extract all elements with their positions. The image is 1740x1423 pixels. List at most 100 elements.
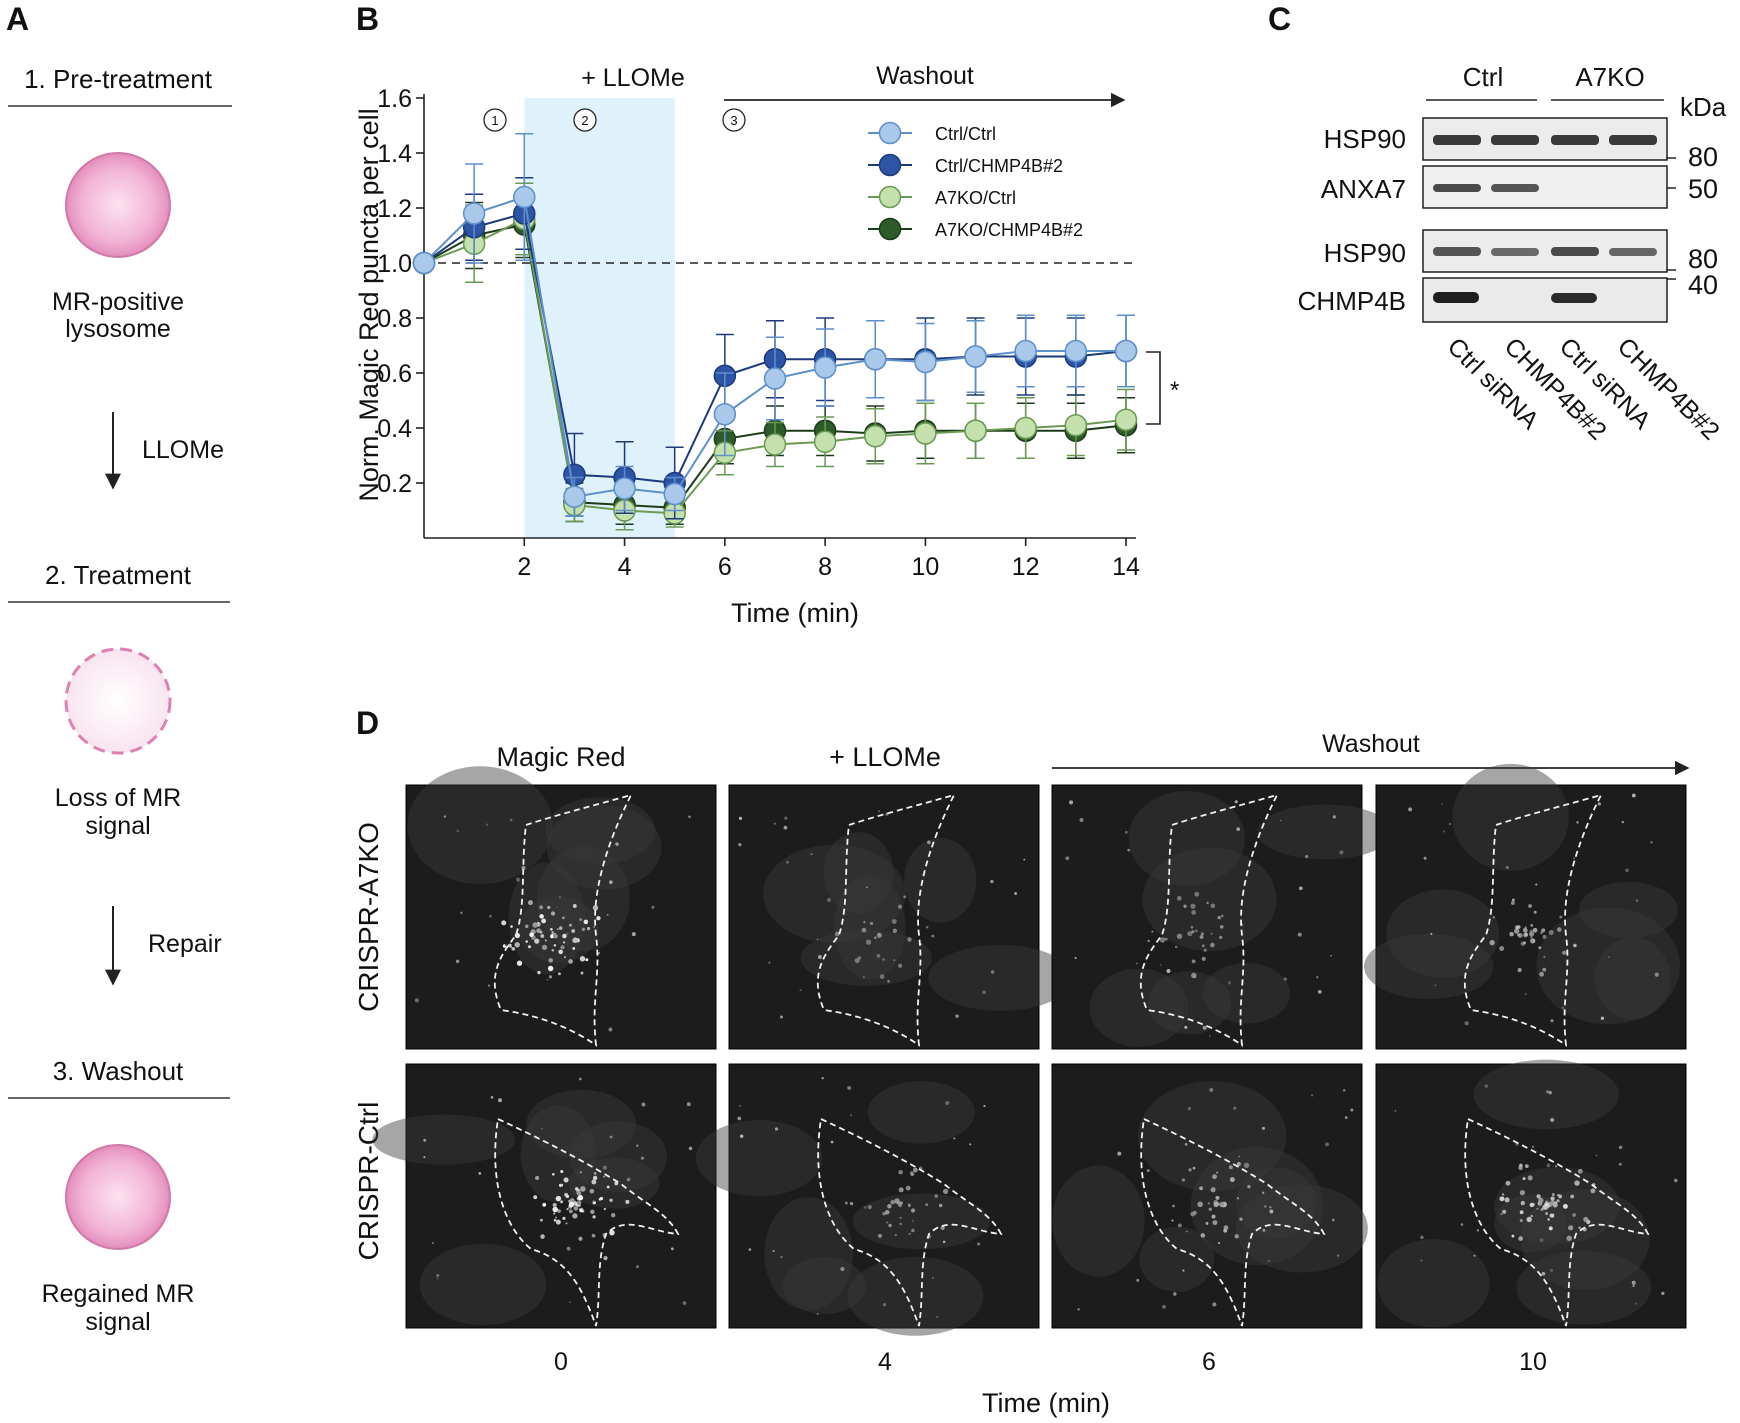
lysosome-punctum — [877, 1233, 883, 1238]
lysosome-punctum — [1524, 926, 1527, 929]
background-punctum — [1420, 1235, 1424, 1239]
lysosome-punctum — [1550, 1196, 1555, 1201]
background-punctum — [1573, 943, 1577, 948]
x-tick-label: 6 — [718, 553, 732, 581]
lysosome-punctum — [1201, 956, 1206, 961]
lysosome-punctum — [1523, 941, 1527, 945]
y-tick-label: 0.4 — [377, 415, 412, 443]
lysosome-punctum — [884, 1209, 890, 1215]
lysosome-punctum — [879, 974, 885, 979]
lysosome-punctum — [1172, 1204, 1175, 1208]
background-punctum — [827, 897, 832, 902]
lysosome-punctum — [540, 1218, 543, 1222]
legend-label: Ctrl/Ctrl — [935, 124, 996, 144]
lysosome-punctum — [1511, 1234, 1515, 1238]
lysosome-punctum — [1236, 1197, 1240, 1200]
lysosome-punctum — [1526, 1216, 1532, 1223]
lysosome-punctum — [1223, 1225, 1229, 1231]
lysosome-punctum — [525, 924, 529, 929]
lysosome-punctum — [894, 1233, 898, 1237]
lysosome-punctum — [562, 933, 567, 939]
background-punctum — [1535, 883, 1538, 886]
background-punctum — [682, 1301, 687, 1305]
background-punctum — [1634, 1302, 1638, 1305]
lysosome-punctum — [1529, 929, 1533, 933]
x-ticks: 2 4 6 8 10 12 14 — [517, 538, 1140, 581]
data-point — [663, 482, 686, 506]
phase-marker-text: 1 — [491, 113, 498, 128]
background-punctum — [1550, 1118, 1555, 1122]
background-punctum — [609, 1135, 613, 1139]
lysosome-punctum — [1219, 1201, 1225, 1207]
lysosome-punctum — [1499, 945, 1505, 951]
background-punctum — [1127, 848, 1131, 852]
lysosome-punctum — [509, 945, 512, 948]
lysosome-punctum — [1192, 1210, 1197, 1215]
significance-asterisk: * — [1170, 377, 1179, 404]
background-punctum — [688, 1146, 693, 1151]
washout-label: Washout — [876, 62, 974, 90]
lysosome-punctum — [560, 1170, 564, 1174]
cell-body — [545, 797, 656, 864]
lysosome-punctum — [579, 1171, 582, 1174]
background-punctum — [1408, 807, 1413, 812]
background-punctum — [982, 990, 986, 995]
y-tick-label: 1.2 — [377, 195, 412, 223]
lysosome-punctum — [1578, 1226, 1581, 1229]
lysosome-punctum — [578, 1236, 583, 1241]
background-punctum — [414, 998, 419, 1003]
lysosome-punctum — [558, 949, 564, 955]
background-punctum — [816, 1312, 819, 1315]
background-punctum — [773, 822, 776, 825]
background-punctum — [936, 1315, 939, 1318]
background-punctum — [1136, 1278, 1140, 1282]
lysosome-punctum — [590, 1209, 595, 1215]
background-punctum — [1023, 858, 1026, 861]
group-ctrl-label: Ctrl — [1463, 62, 1503, 92]
lysosome-punctum — [1212, 1174, 1217, 1180]
cell-body — [526, 1089, 637, 1159]
blot-band — [1433, 135, 1481, 145]
blot-row-label: CHMP4B — [1298, 286, 1406, 316]
washout-label: Washout — [1322, 730, 1420, 758]
lysosome-punctum — [1188, 1168, 1192, 1172]
micrograph-tile — [1051, 784, 1394, 1050]
background-punctum — [1550, 1269, 1553, 1272]
group-a7ko-label: A7KO — [1575, 62, 1644, 92]
blot-band — [1433, 292, 1479, 303]
blot-anxa7 — [1422, 165, 1668, 209]
x-tick-label: 4 — [618, 553, 632, 581]
lysosome-punctum — [861, 927, 867, 933]
background-punctum — [1618, 1145, 1623, 1150]
background-punctum — [817, 955, 822, 960]
background-punctum — [608, 1027, 613, 1032]
background-punctum — [863, 1205, 867, 1209]
lysosome-punctum — [1524, 1164, 1529, 1169]
background-punctum — [1464, 1021, 1469, 1026]
lysosome-punctum — [1538, 1202, 1542, 1206]
lysosome-punctum — [1540, 931, 1543, 935]
lysosome-punctum — [550, 911, 556, 916]
cell-body — [1578, 881, 1678, 938]
lysosome-punctum — [563, 1177, 569, 1183]
cell-body — [1089, 968, 1189, 1047]
lysosome-punctum — [1533, 910, 1537, 914]
lysosome-punctum — [863, 920, 866, 924]
label3-line1: Regained MR — [42, 1280, 195, 1308]
background-punctum — [1430, 932, 1433, 935]
lysosome-punctum — [1504, 1197, 1510, 1203]
lysosome-punctum — [550, 927, 553, 931]
background-punctum — [1473, 1254, 1476, 1257]
lysosome-punctum — [609, 1198, 613, 1202]
lysosome-punctum — [569, 923, 572, 927]
lysosome-punctum — [562, 941, 566, 944]
background-punctum — [498, 1098, 502, 1103]
lysosome-punctum — [561, 916, 565, 920]
micrograph-background — [1375, 784, 1687, 1050]
lysosome-punctum — [910, 1171, 914, 1175]
lysosome-punctum — [911, 1228, 915, 1233]
lysosome-punctum — [568, 1209, 573, 1214]
lysosome-punctum — [1530, 936, 1533, 939]
data-point — [763, 433, 787, 456]
lysosome-punctum — [552, 1206, 558, 1213]
